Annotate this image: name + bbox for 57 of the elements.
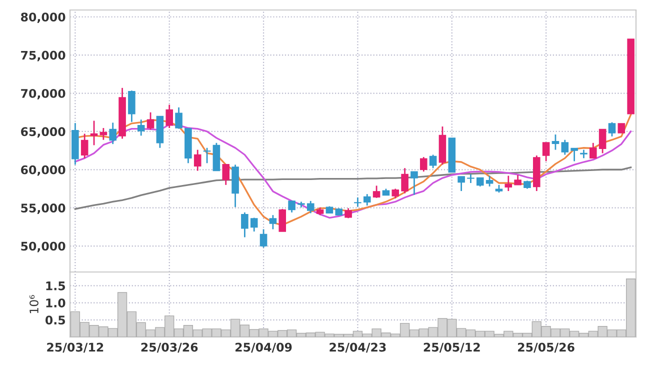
candlestick <box>250 217 258 232</box>
y-tick-label: 0.5 <box>45 316 66 325</box>
candlestick <box>137 118 145 136</box>
y-tick-label: 80,000 <box>21 12 66 24</box>
x-tick-label: 25/03/26 <box>141 342 198 353</box>
candlestick <box>590 142 597 159</box>
candlestick <box>354 196 362 208</box>
candlestick <box>458 176 465 192</box>
candlestick <box>278 208 286 232</box>
candlestick <box>561 139 569 156</box>
candlestick <box>260 228 268 248</box>
candlestick <box>598 128 606 154</box>
y-tick-label: 1.0 <box>46 298 66 308</box>
candlestick <box>109 122 116 145</box>
y-tick-label: 1.5 <box>46 282 66 290</box>
x-tick-label: 25/05/12 <box>424 342 480 353</box>
candlestick <box>486 175 494 188</box>
y-axis-title: 10⁶ <box>30 295 38 314</box>
candlestick <box>410 170 418 196</box>
candlestick <box>344 208 352 219</box>
candlestick <box>146 112 154 130</box>
x-tick-label: 25/03/12 <box>47 342 104 353</box>
candlestick <box>175 106 182 130</box>
y-tick-label: 60,000 <box>21 165 66 176</box>
candlestick <box>552 134 560 150</box>
candlestick <box>608 122 616 138</box>
y-tick-label: 50,000 <box>21 242 66 252</box>
candlestick <box>504 175 512 192</box>
candlestick <box>90 120 98 146</box>
candlestick <box>618 122 626 134</box>
x-tick-label: 25/05/26 <box>518 342 574 353</box>
candlestick <box>429 154 437 169</box>
candlestick <box>80 133 88 159</box>
candlestick <box>194 149 202 172</box>
candlestick <box>467 174 474 184</box>
candlestick <box>401 167 408 194</box>
candlestick <box>203 147 211 164</box>
candlestick <box>306 200 314 214</box>
candlestick <box>570 148 578 162</box>
y-tick-label: 55,000 <box>21 204 66 214</box>
candlestick <box>420 156 428 172</box>
candlestick <box>392 188 400 199</box>
candlestick <box>372 184 380 199</box>
y-tick-label: 75,000 <box>21 50 66 62</box>
candlestick <box>222 164 230 186</box>
y-tick-label: 70,000 <box>21 88 66 100</box>
candlestick <box>363 193 371 206</box>
x-tick-label: 25/04/09 <box>236 342 292 353</box>
y-tick-label: 65,000 <box>21 127 66 138</box>
candlestick <box>166 104 173 129</box>
candlestick <box>288 200 296 214</box>
candlestick <box>241 212 248 238</box>
x-tick-label: 25/04/23 <box>330 342 386 353</box>
candlestick <box>514 174 522 186</box>
candlestick <box>128 90 136 123</box>
candlestick <box>542 142 550 162</box>
candlestick <box>269 214 277 230</box>
